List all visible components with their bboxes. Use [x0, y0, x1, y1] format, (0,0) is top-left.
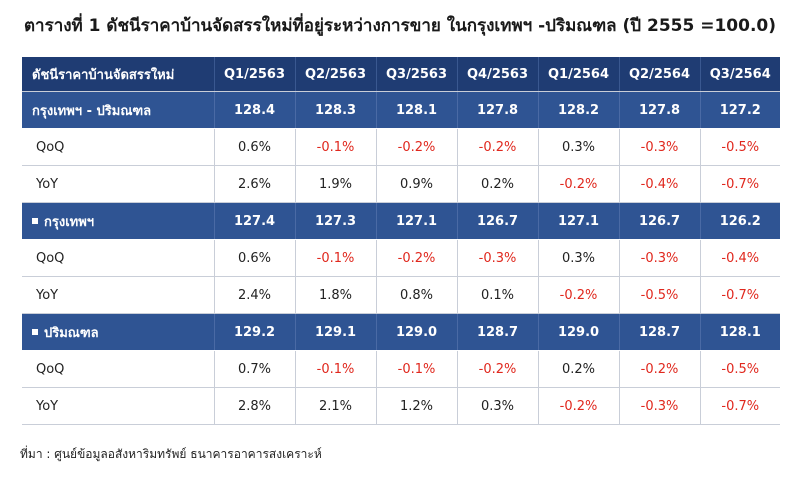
yoy-value-cell: 1.8%	[295, 276, 377, 314]
index-value-cell: 128.1	[376, 91, 458, 129]
qoq-value-cell: -0.3%	[619, 128, 701, 166]
qoq-value-cell: -0.2%	[376, 128, 458, 166]
yoy-value-cell: 0.3%	[457, 387, 539, 425]
index-value-cell: 128.1	[700, 313, 780, 351]
group-label: กรุงเทพฯ - ปริมณฑล	[22, 91, 215, 129]
qoq-label: QoQ	[22, 128, 215, 166]
qoq-value-cell: -0.5%	[700, 128, 780, 166]
yoy-value-cell: 0.8%	[376, 276, 458, 314]
index-value-cell: 129.0	[376, 313, 458, 351]
qoq-value-cell: 0.6%	[214, 128, 296, 166]
qoq-row-bkk-metro: QoQ 0.6% -0.1% -0.2% -0.2% 0.3% -0.3% -0.5%	[22, 128, 780, 166]
yoy-value-cell: 2.1%	[295, 387, 377, 425]
index-value-cell: 127.4	[214, 202, 296, 240]
header-row: ดัชนีราคาบ้านจัดสรรใหม่ Q1/2563 Q2/2563 …	[22, 57, 780, 92]
index-value-cell: 126.7	[619, 202, 701, 240]
qoq-value-cell: 0.2%	[538, 350, 620, 388]
source-note: ที่มา : ศูนย์ข้อมูลอสังหาริมทรัพย์ ธนาคา…	[20, 447, 322, 461]
group-label-text: กรุงเทพฯ	[44, 214, 95, 230]
yoy-row-bkk-metro: YoY 2.6% 1.9% 0.9% 0.2% -0.2% -0.4% -0.7%	[22, 165, 780, 203]
group-label-text: ปริมณฑล	[44, 325, 99, 341]
yoy-value-cell: -0.7%	[700, 165, 780, 203]
price-index-table: ดัชนีราคาบ้านจัดสรรใหม่ Q1/2563 Q2/2563 …	[22, 57, 780, 425]
qoq-value-cell: -0.2%	[457, 350, 539, 388]
header-col-q4-2563: Q4/2563	[457, 57, 539, 92]
index-value-cell: 126.2	[700, 202, 780, 240]
yoy-label: YoY	[22, 276, 215, 314]
yoy-value-cell: -0.2%	[538, 276, 620, 314]
qoq-value-cell: 0.3%	[538, 128, 620, 166]
qoq-value-cell: -0.5%	[700, 350, 780, 388]
header-col-q2-2563: Q2/2563	[295, 57, 377, 92]
qoq-value-cell: -0.2%	[457, 128, 539, 166]
header-col-q1-2563: Q1/2563	[214, 57, 296, 92]
header-col-q2-2564: Q2/2564	[619, 57, 701, 92]
index-value-cell: 129.1	[295, 313, 377, 351]
bullet-icon	[32, 329, 38, 335]
yoy-value-cell: 1.9%	[295, 165, 377, 203]
yoy-value-cell: 0.9%	[376, 165, 458, 203]
yoy-label: YoY	[22, 387, 215, 425]
group-row-vicinity: ปริมณฑล 129.2 129.1 129.0 128.7 129.0 128.7 128…	[22, 313, 780, 351]
yoy-value-cell: 1.2%	[376, 387, 458, 425]
group-row-bkk-metro: กรุงเทพฯ - ปริมณฑล 128.4 128.3 128.1 127.8 12…	[22, 91, 780, 129]
yoy-row-bangkok: YoY 2.4% 1.8% 0.8% 0.1% -0.2% -0.5% -0.7%	[22, 276, 780, 314]
yoy-value-cell: -0.3%	[619, 387, 701, 425]
yoy-label: YoY	[22, 165, 215, 203]
yoy-value-cell: 2.4%	[214, 276, 296, 314]
yoy-value-cell: -0.4%	[619, 165, 701, 203]
yoy-value-cell: -0.7%	[700, 276, 780, 314]
qoq-value-cell: -0.3%	[457, 239, 539, 277]
index-value-cell: 128.2	[538, 91, 620, 129]
index-value-cell: 128.7	[619, 313, 701, 351]
index-value-cell: 127.8	[457, 91, 539, 129]
qoq-label: QoQ	[22, 239, 215, 277]
header-col-q3-2564: Q3/2564	[700, 57, 780, 92]
yoy-value-cell: 0.2%	[457, 165, 539, 203]
qoq-value-cell: -0.2%	[619, 350, 701, 388]
index-value-cell: 129.2	[214, 313, 296, 351]
qoq-value-cell: 0.7%	[214, 350, 296, 388]
group-label: กรุงเทพฯ	[22, 202, 215, 240]
index-value-cell: 127.8	[619, 91, 701, 129]
index-value-cell: 126.7	[457, 202, 539, 240]
qoq-value-cell: -0.3%	[619, 239, 701, 277]
qoq-value-cell: 0.3%	[538, 239, 620, 277]
qoq-value-cell: -0.1%	[295, 350, 377, 388]
qoq-row-vicinity: QoQ 0.7% -0.1% -0.1% -0.2% 0.2% -0.2% -0.5%	[22, 350, 780, 388]
qoq-label: QoQ	[22, 350, 215, 388]
header-col-q1-2564: Q1/2564	[538, 57, 620, 92]
yoy-value-cell: 0.1%	[457, 276, 539, 314]
index-value-cell: 128.4	[214, 91, 296, 129]
index-value-cell: 129.0	[538, 313, 620, 351]
yoy-value-cell: -0.7%	[700, 387, 780, 425]
yoy-value-cell: -0.5%	[619, 276, 701, 314]
index-value-cell: 128.3	[295, 91, 377, 129]
group-label-text: กรุงเทพฯ - ปริมณฑล	[32, 103, 152, 119]
yoy-value-cell: 2.8%	[214, 387, 296, 425]
yoy-row-vicinity: YoY 2.8% 2.1% 1.2% 0.3% -0.2% -0.3% -0.7%	[22, 387, 780, 425]
index-value-cell: 127.1	[538, 202, 620, 240]
qoq-value-cell: 0.6%	[214, 239, 296, 277]
group-label: ปริมณฑล	[22, 313, 215, 351]
yoy-value-cell: -0.2%	[538, 387, 620, 425]
index-value-cell: 127.2	[700, 91, 780, 129]
yoy-value-cell: 2.6%	[214, 165, 296, 203]
qoq-value-cell: -0.4%	[700, 239, 780, 277]
qoq-value-cell: -0.1%	[295, 239, 377, 277]
header-col-q3-2563: Q3/2563	[376, 57, 458, 92]
qoq-value-cell: -0.2%	[376, 239, 458, 277]
yoy-value-cell: -0.2%	[538, 165, 620, 203]
header-label: ดัชนีราคาบ้านจัดสรรใหม่	[22, 57, 215, 92]
index-value-cell: 127.1	[376, 202, 458, 240]
index-value-cell: 128.7	[457, 313, 539, 351]
table-title: ตารางที่ 1 ดัชนีราคาบ้านจัดสรรใหม่ที่อยู…	[23, 16, 777, 36]
qoq-row-bangkok: QoQ 0.6% -0.1% -0.2% -0.3% 0.3% -0.3% -0.4%	[22, 239, 780, 277]
qoq-value-cell: -0.1%	[295, 128, 377, 166]
bullet-icon	[32, 218, 38, 224]
qoq-value-cell: -0.1%	[376, 350, 458, 388]
group-row-bangkok: กรุงเทพฯ 127.4 127.3 127.1 126.7 127.1 126.7 12…	[22, 202, 780, 240]
index-value-cell: 127.3	[295, 202, 377, 240]
